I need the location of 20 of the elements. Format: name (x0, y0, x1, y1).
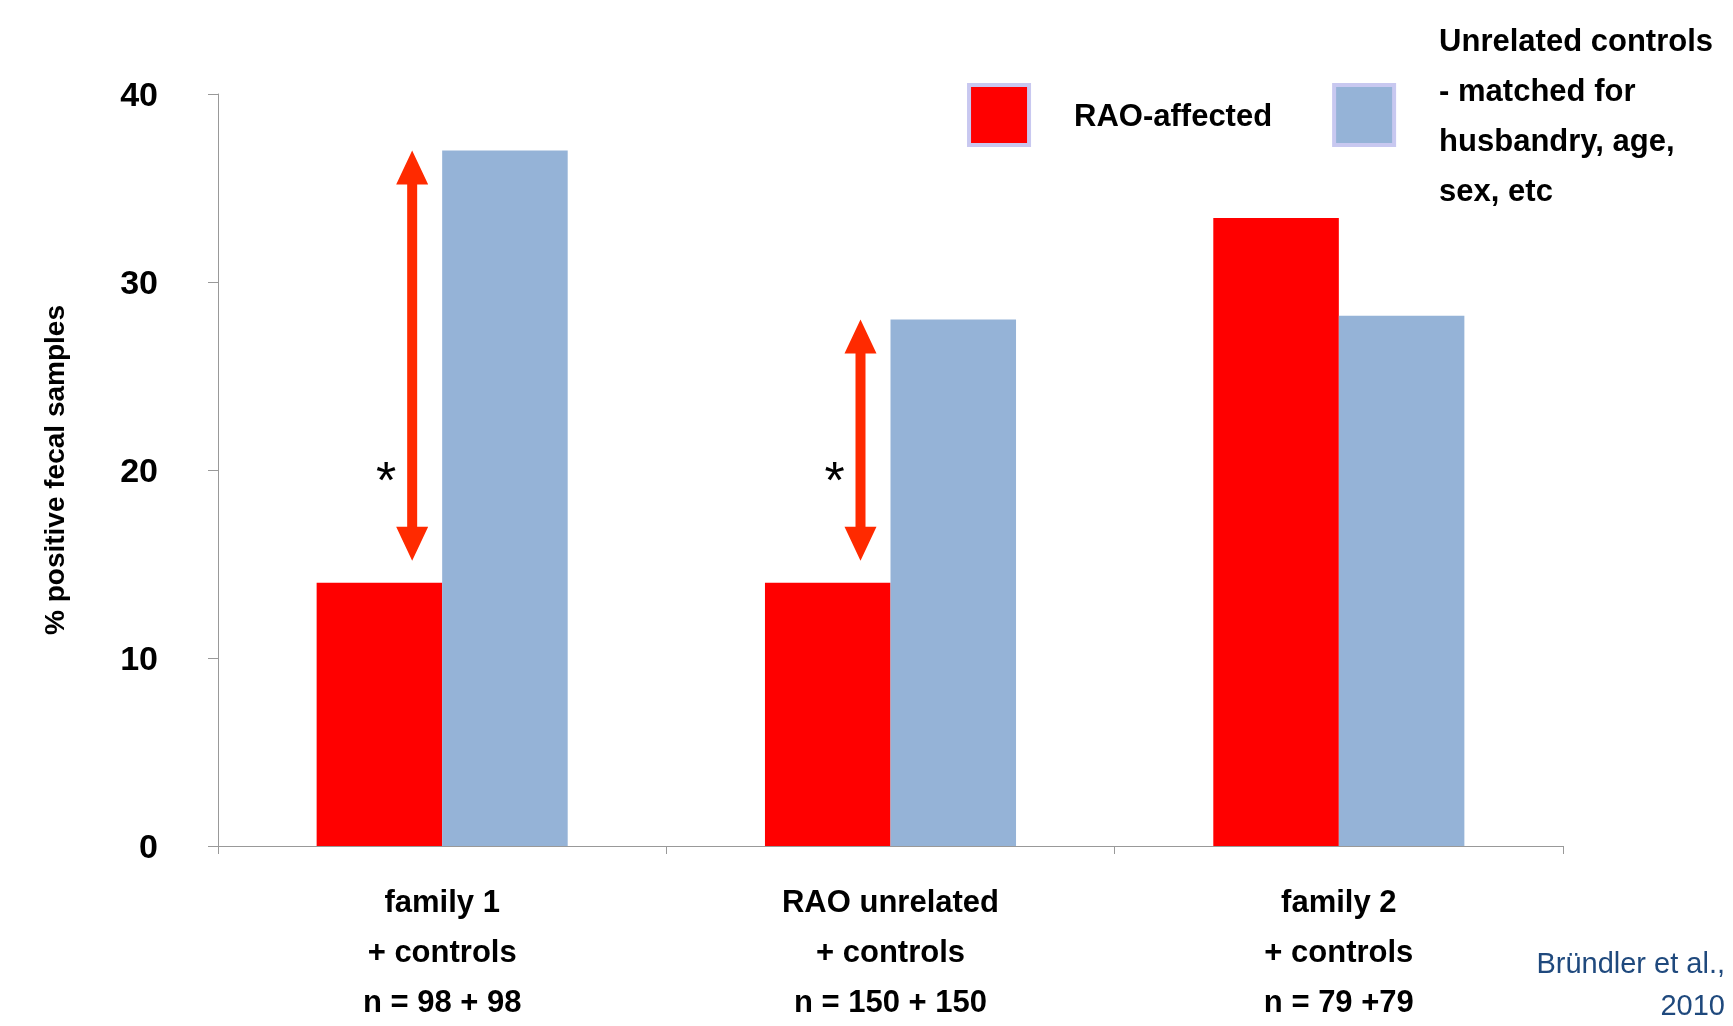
y-tick-label: 40 (120, 75, 158, 113)
legend-label: RAO-affected (1074, 97, 1273, 133)
x-tick-label: RAO unrelated + controls n = 150 + 150 (781, 883, 1000, 1019)
text: Bründler et al., 2010 (1536, 947, 1725, 1021)
bar (442, 150, 568, 846)
y-axis-title: % positive fecal samples (38, 305, 70, 635)
annotation: * (376, 451, 397, 509)
y-tick-label: 30 (120, 263, 158, 301)
annotation: * (824, 451, 845, 509)
x-tick-label: family 1 + controls n = 98 + 98 (362, 883, 522, 1019)
y-tick-label: 20 (120, 451, 158, 489)
bar (316, 582, 443, 846)
y-tick-label: 0 (139, 827, 158, 865)
legend-label: Unrelated controls - matched for husbandry, age, sex, etc (1439, 22, 1714, 208)
bar (890, 319, 1017, 846)
bar (1213, 218, 1339, 846)
x-tick-label: family 2 + controls n = 79 +79 (1263, 883, 1414, 1019)
y-tick-label: 10 (120, 639, 158, 677)
bar (764, 582, 891, 846)
bar (1338, 315, 1465, 846)
